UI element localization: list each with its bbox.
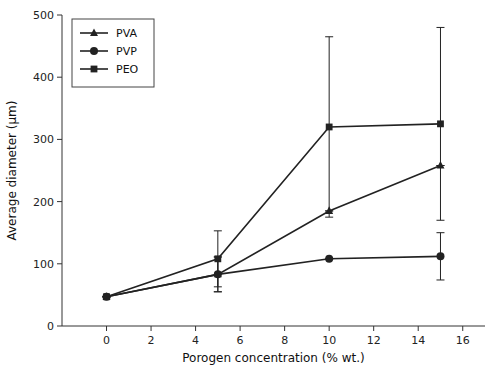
error-bar [436,233,444,280]
error-bar [214,231,222,287]
error-cap [214,230,222,231]
x-tick [151,326,152,331]
error-cap [436,279,444,280]
x-tick [195,326,196,331]
error-cap [214,291,222,292]
x-tick [240,326,241,331]
series-line [107,166,441,297]
x-tick [284,326,285,331]
series-line [107,124,441,297]
error-cap [214,291,222,292]
series-0 [103,161,445,300]
point [326,124,333,131]
error-cap [436,220,444,221]
x-tick [106,326,107,331]
legend-box [72,19,154,87]
x-tick [373,326,374,331]
legend-label: PVP [116,45,137,58]
x-tick-label: 14 [411,334,425,347]
legend-marker [90,28,98,36]
point [103,292,111,300]
legend-marker [91,66,98,73]
legend-marker [90,47,98,55]
x-tick [418,326,419,331]
chart: 0 2 4 6 8 10 12 14 16 0 100 200 300 400 500 Porogen con… [0,0,500,374]
y-tick [57,263,62,264]
y-tick [57,201,62,202]
error-cap [436,232,444,233]
x-tick-label: 4 [192,334,199,347]
x-tick-label: 6 [237,334,244,347]
y-tick [57,139,62,140]
y-tick-label: 100 [33,258,54,271]
y-tick-label: 300 [33,133,54,146]
y-tick [57,15,62,16]
point [214,255,221,262]
series-line [107,256,441,296]
y-axis-label: Average diameter (μm) [5,101,19,241]
point [437,120,444,127]
y-tick-label: 0 [47,320,54,333]
x-axis-label: Porogen concentration (% wt.) [182,351,364,365]
y-tick-label: 400 [33,71,54,84]
point [103,293,111,301]
x-tick-label: 8 [281,334,288,347]
point [436,252,444,260]
y-tick [57,77,62,78]
point [103,293,110,300]
error-cap [325,36,333,37]
y-tick-label: 500 [33,9,54,22]
error-cap [325,217,333,218]
legend-label: PVA [116,27,137,40]
x-tick [462,326,463,331]
error-cap [436,27,444,28]
x-tick-label: 12 [367,334,381,347]
y-tick-label: 200 [33,196,54,209]
x-tick-label: 2 [148,334,155,347]
error-bar [325,37,333,217]
legend: PVA PVP PEO [72,19,154,87]
x-tick [329,326,330,331]
x-tick-label: 10 [322,334,336,347]
error-bar [436,27,444,220]
legend-label: PEO [116,63,139,76]
x-tick-label: 16 [456,334,470,347]
error-cap [214,286,222,287]
series-1 [103,233,445,301]
x-tick-label: 0 [103,334,110,347]
y-tick [57,326,62,327]
point [325,255,333,263]
x-axis-line [62,326,485,327]
y-axis-line [62,15,63,326]
